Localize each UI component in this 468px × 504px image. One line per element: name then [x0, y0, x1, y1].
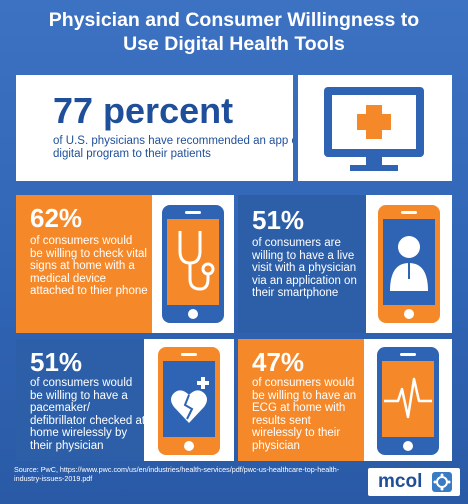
stat-card-4: 47% of consumers would be willing to hav…	[238, 339, 364, 461]
stat-value-3: 51%	[30, 347, 83, 377]
physician-stat-text: of U.S. physicians have recommended an a…	[53, 135, 293, 160]
heart-plus-icon	[158, 347, 220, 455]
stat-card-2: 51% of consumers are willing to have a l…	[238, 195, 366, 333]
title-line-1: Physician and Consumer Willingness to	[48, 9, 420, 31]
source-citation: Source: PwC, https://www.pwc.com/us/en/i…	[14, 465, 340, 483]
monitor-plus-icon	[324, 87, 424, 171]
stat-value-2: 51%	[252, 205, 305, 235]
monitor-panel	[298, 75, 452, 181]
stat-icon-panel-2	[366, 195, 452, 333]
logo-mark-icon	[432, 472, 452, 492]
title-line-2: Use Digital Health Tools	[123, 33, 345, 55]
stat-icon-panel-4	[364, 339, 452, 461]
stat-icon-panel-3	[144, 339, 234, 461]
stat-card-1: 62% of consumers would be willing to che…	[16, 195, 152, 333]
infographic-title: Physician and Consumer Willingness to Us…	[0, 8, 468, 56]
physician-stat-card: 77 percent of U.S. physicians have recom…	[16, 75, 293, 181]
physician-stat-value: 77 percent	[53, 90, 234, 131]
stat-text-4: of consumers would be willing to have an…	[252, 377, 357, 452]
stat-icon-panel-1	[152, 195, 234, 333]
ecg-icon	[377, 347, 439, 455]
stat-value-4: 47%	[252, 347, 305, 377]
stat-card-3: 51% of consumers would be willing to hav…	[16, 339, 144, 461]
mcol-logo: mcol	[368, 468, 460, 496]
stat-value-1: 62%	[30, 203, 83, 233]
logo-text: mcol	[378, 471, 423, 492]
stethoscope-icon	[162, 205, 224, 323]
doctor-icon	[378, 205, 440, 323]
stat-text-1: of consumers would be willing to check v…	[30, 235, 148, 298]
stat-text-3: of consumers would be willing to have a …	[30, 377, 144, 452]
stat-text-2: of consumers are willing to have a live …	[252, 237, 357, 300]
